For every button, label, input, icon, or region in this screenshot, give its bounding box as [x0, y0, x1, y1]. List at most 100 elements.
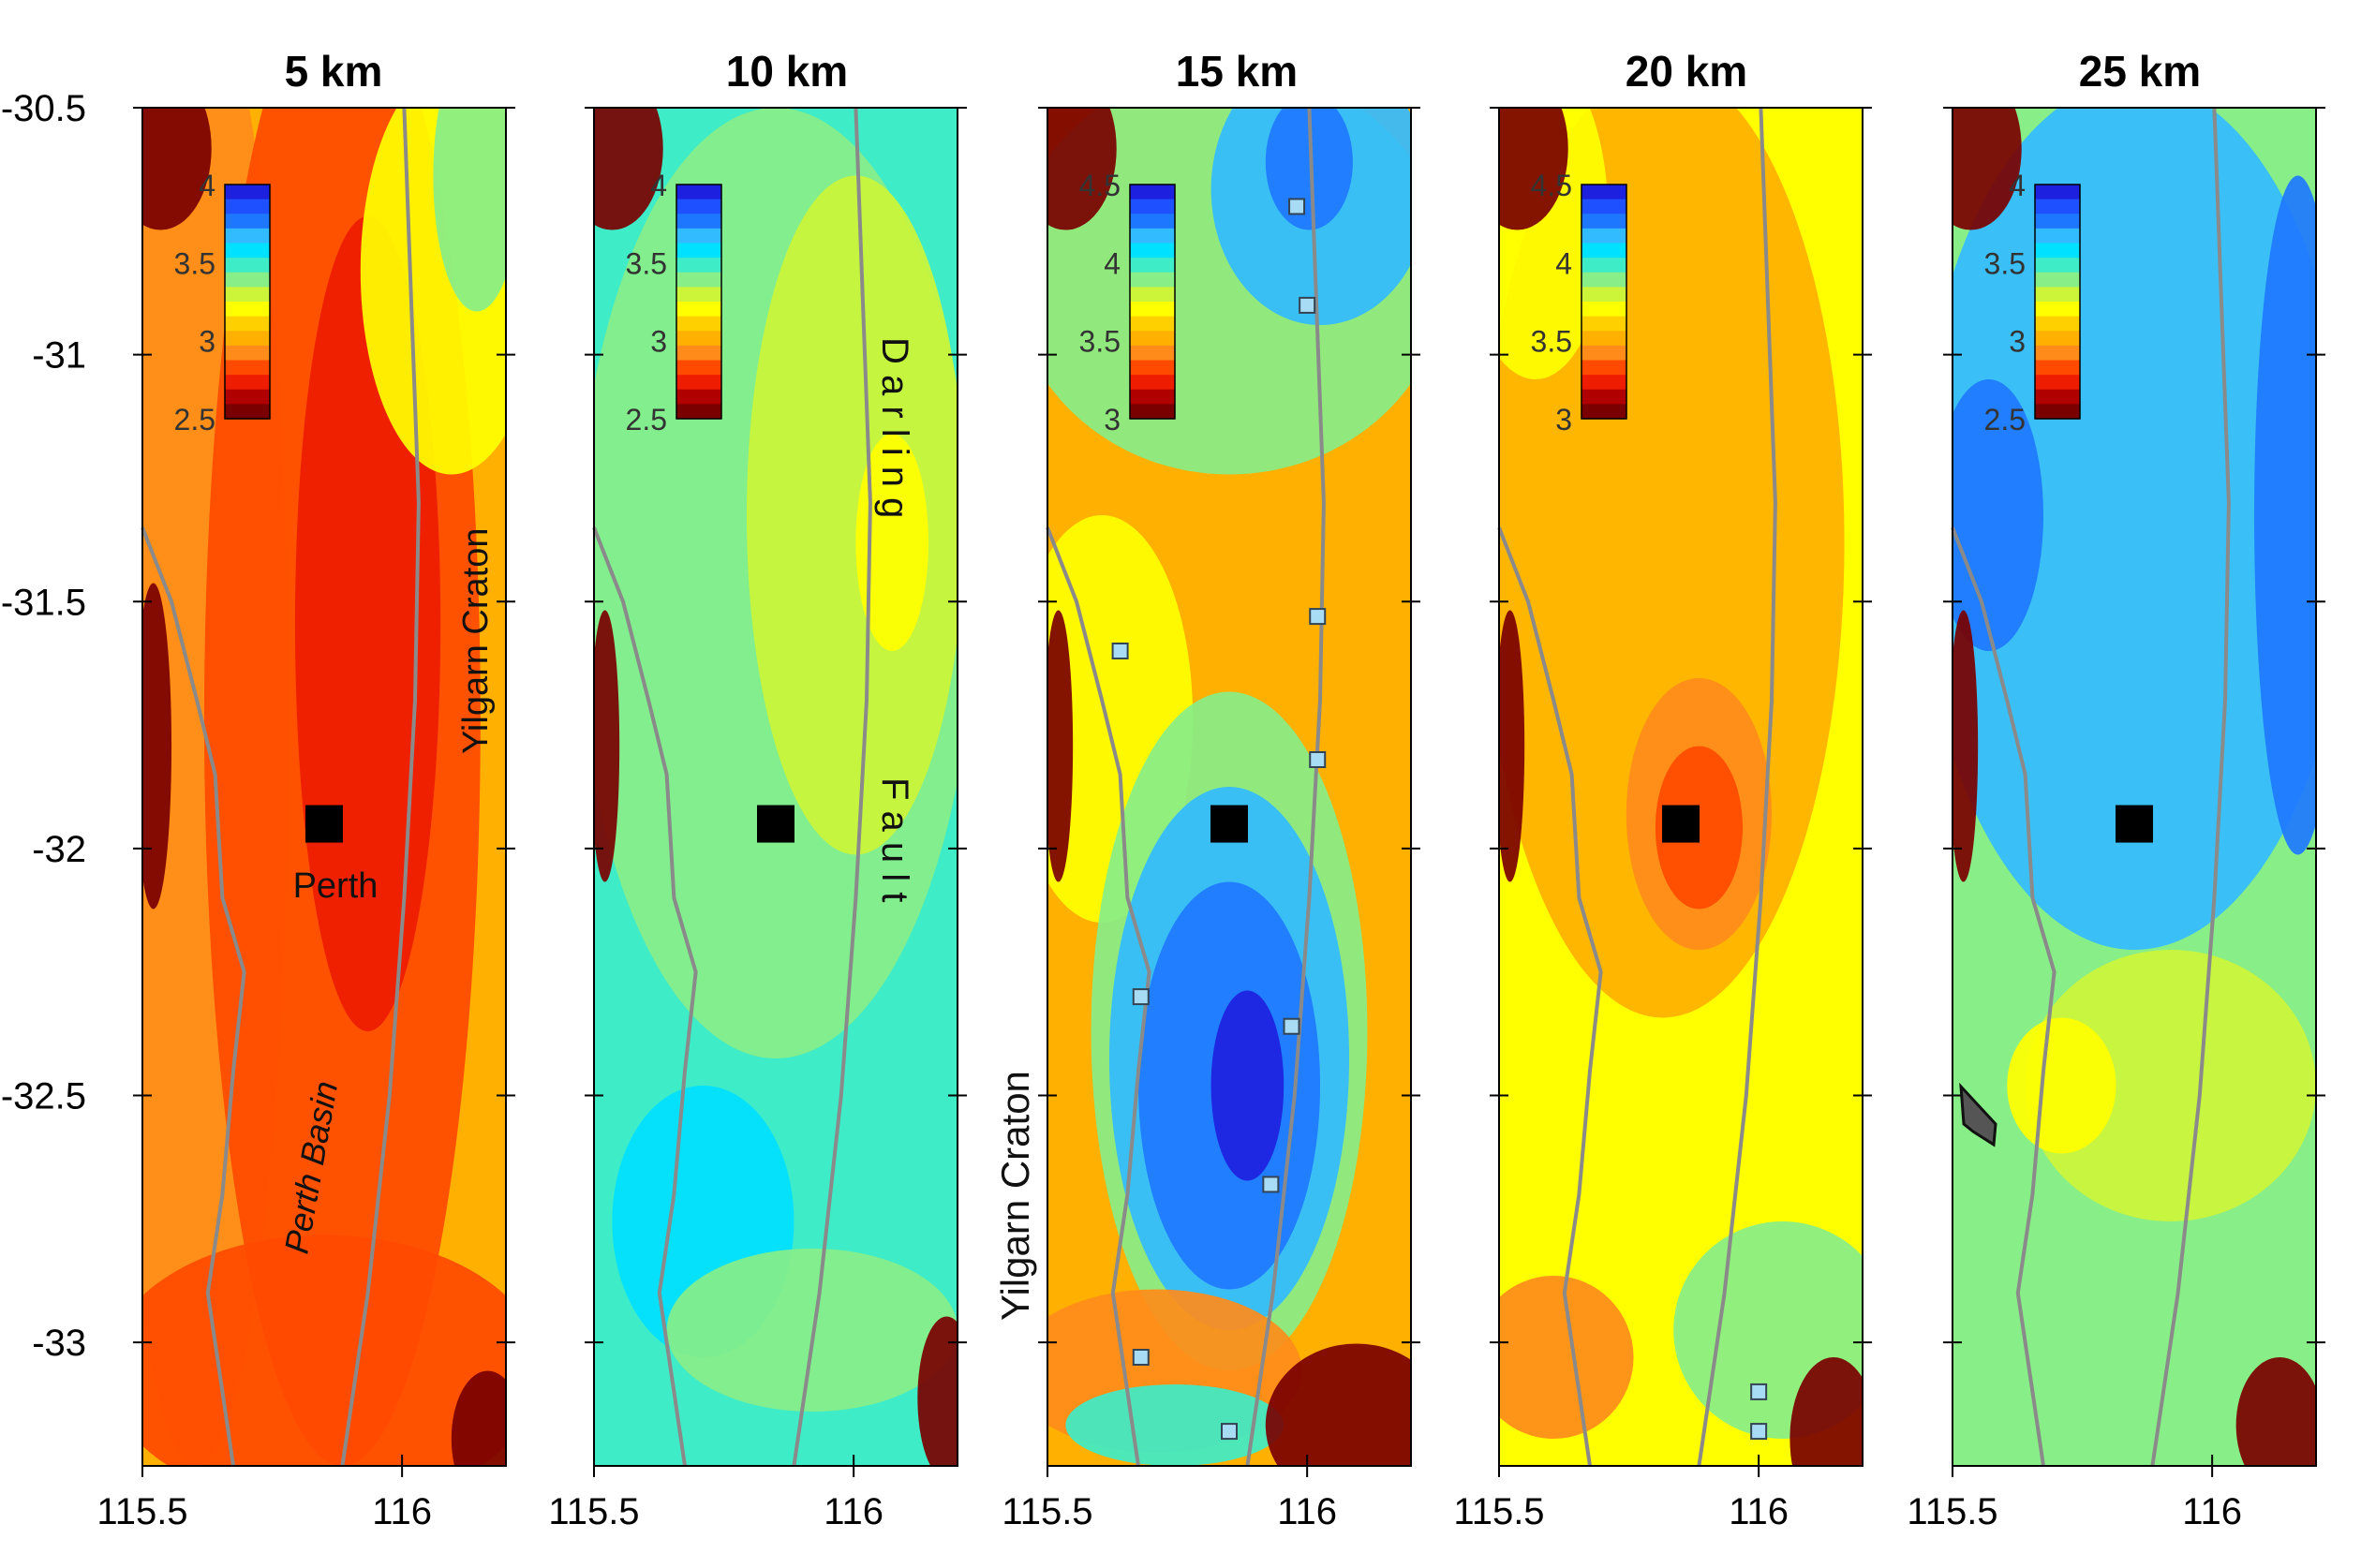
colorbar: 4 3.5 3 2.5	[174, 169, 271, 436]
colorbar-tick-label: 3.5	[1531, 325, 1572, 359]
y-tick-label: -30.5	[1, 88, 86, 129]
y-tick-label: -32	[32, 829, 86, 870]
velocity-anomaly	[746, 175, 958, 855]
seismic-stations	[1750, 1383, 1768, 1441]
map-frame	[141, 107, 507, 1467]
x-tick-label: 116	[372, 1491, 432, 1532]
velocity-field	[594, 108, 958, 1466]
velocity-anomaly	[1499, 1276, 1634, 1439]
colorbar-tick-label: 3	[199, 325, 215, 359]
colorbar-step	[1581, 360, 1626, 376]
darling-fault-line	[1697, 107, 1777, 1467]
coastline-and-fault	[1497, 107, 1777, 1467]
colorbar-step	[225, 331, 270, 347]
colorbar-step	[1130, 258, 1175, 274]
colorbar-step	[1581, 404, 1626, 420]
coastline	[1951, 526, 2057, 1467]
station-marker	[1750, 1383, 1768, 1400]
colorbar-step	[676, 214, 721, 229]
colorbar-tick-label: 3	[1104, 403, 1121, 436]
colorbar-step	[1581, 389, 1626, 405]
colorbar-step	[1581, 302, 1626, 318]
colorbar-step	[2035, 316, 2080, 332]
colorbar-step	[1130, 243, 1175, 259]
perth-marker	[305, 805, 343, 843]
colorbar-step	[1130, 272, 1175, 288]
colorbar-step	[225, 199, 270, 214]
colorbar-step	[1130, 214, 1175, 229]
velocity-field	[1047, 108, 1411, 1466]
colorbar-step	[225, 360, 270, 376]
panel-20km: 20 km 4.5 4 3.5 3 115.5 116	[1453, 47, 1872, 1532]
colorbar-step	[2035, 375, 2080, 391]
colorbar-step	[2035, 360, 2080, 376]
colorbar-step	[225, 185, 270, 200]
velocity-anomaly	[855, 434, 928, 651]
colorbar-step	[1581, 331, 1626, 347]
perth-label: Perth	[293, 866, 379, 906]
velocity-anomaly	[2235, 1357, 2316, 1466]
colorbar-step	[1130, 360, 1175, 376]
yilgarn-craton-side-label: Yilgarn Craton	[993, 1071, 1037, 1321]
darling-fault-line	[2150, 107, 2231, 1467]
colorbar-step	[1130, 316, 1175, 332]
colorbar-tick-label: 4	[1555, 246, 1572, 280]
coastline	[1497, 526, 1603, 1467]
colorbar-step	[2035, 389, 2080, 405]
velocity-anomaly	[594, 108, 663, 230]
colorbar-step	[1581, 185, 1626, 200]
colorbar-step	[1130, 404, 1175, 420]
panel-title: 10 km	[726, 47, 848, 96]
perth-marker	[1210, 805, 1248, 843]
colorbar-step	[676, 185, 721, 200]
velocity-field	[1499, 108, 1863, 1466]
colorbar-tick-label: 2.5	[1984, 403, 2026, 436]
colorbar-step	[676, 258, 721, 274]
colorbar: 4.5 4 3.5 3	[1531, 169, 1627, 436]
colorbar-step	[1130, 375, 1175, 391]
mouse-cursor-icon	[1959, 1082, 1997, 1147]
colorbar-step	[676, 272, 721, 288]
coastline-and-fault	[1046, 107, 1326, 1467]
x-tick-label: 115.5	[548, 1491, 639, 1532]
colorbar-frame	[2034, 184, 2081, 420]
coastline	[1046, 526, 1151, 1467]
colorbar: 4 3.5 3 2.5	[626, 169, 722, 436]
perth-marker	[757, 805, 794, 843]
colorbar-tick-label: 3.5	[1079, 325, 1121, 359]
colorbar-step	[1130, 199, 1175, 214]
velocity-anomaly	[1065, 1384, 1284, 1466]
colorbar-step	[2035, 199, 2080, 214]
velocity-anomaly	[1953, 108, 2022, 230]
colorbar-step	[225, 316, 270, 332]
colorbar-tick-label: 4	[650, 169, 667, 202]
x-tick-label: 116	[824, 1491, 884, 1532]
x-tick-label: 115.5	[97, 1491, 187, 1532]
velocity-anomaly	[2254, 175, 2316, 855]
colorbar-step	[1581, 199, 1626, 214]
colorbar-step	[1581, 258, 1626, 274]
colorbar-step	[1130, 331, 1175, 347]
panel-title: 5 km	[285, 47, 383, 96]
colorbar-step	[1581, 345, 1626, 362]
colorbar-step	[2035, 258, 2080, 274]
station-marker	[1132, 1349, 1150, 1366]
colorbar-step	[676, 228, 721, 244]
colorbar-step	[225, 389, 270, 405]
map-frame	[1952, 107, 2317, 1467]
colorbar-step	[1130, 302, 1175, 318]
colorbar-step	[2035, 228, 2080, 244]
velocity-anomaly	[433, 108, 506, 312]
colorbar-step	[2035, 331, 2080, 347]
colorbar-step	[225, 258, 270, 274]
colorbar-step	[2035, 243, 2080, 259]
velocity-anomaly	[2007, 1017, 2116, 1154]
station-marker	[1288, 198, 1306, 215]
colorbar-step	[1581, 272, 1626, 288]
coastline-and-fault	[1951, 107, 2231, 1467]
panel-15km: 15 km 4.5 4 3.5 3 115.5 116	[1002, 47, 1420, 1532]
map-frame	[1498, 107, 1864, 1467]
colorbar-tick-label: 4	[199, 169, 215, 202]
y-tick-label: -31.5	[1, 582, 86, 623]
colorbar-tick-label: 3	[650, 325, 667, 359]
